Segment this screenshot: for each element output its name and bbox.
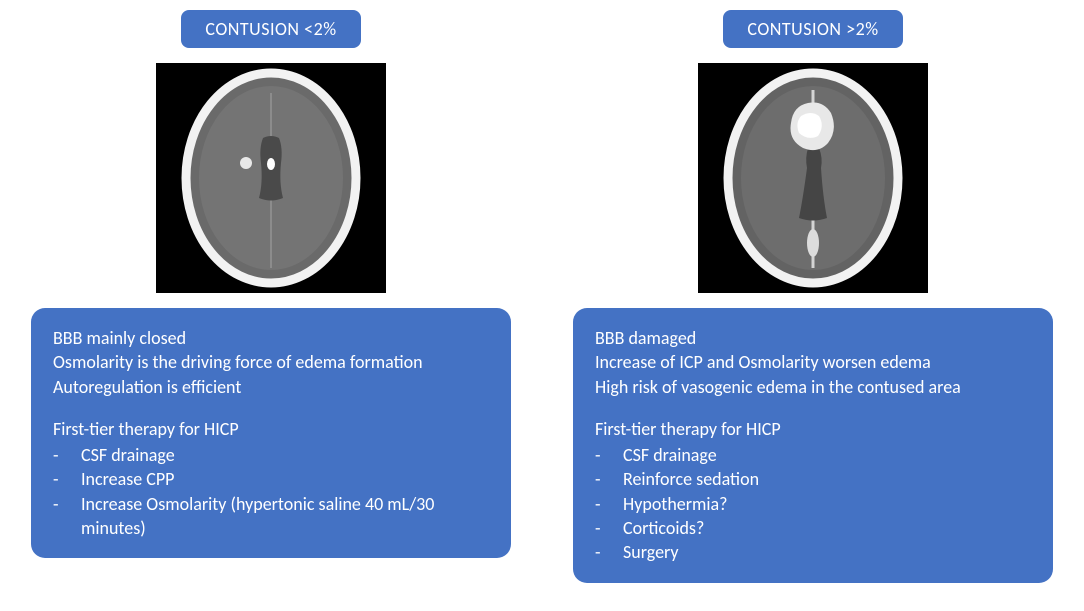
therapy-item: -Corticoids? (595, 516, 1031, 540)
main-container: CONTUSION <2% BBB mainly closed Osmola (0, 0, 1084, 593)
therapy-item: -CSF drainage (595, 443, 1031, 467)
therapy-text: Hypothermia? (623, 492, 728, 516)
therapy-item: -Hypothermia? (595, 492, 1031, 516)
left-column: CONTUSION <2% BBB mainly closed Osmola (20, 10, 522, 583)
intro-line: Autoregulation is efficient (53, 375, 489, 399)
therapy-text: Surgery (623, 540, 679, 564)
therapy-text: Increase Osmolarity (hypertonic saline 4… (81, 492, 489, 541)
brain-scan-left-icon (171, 68, 371, 288)
right-therapy-list: -CSF drainage -Reinforce sedation -Hypot… (595, 443, 1031, 564)
right-header: CONTUSION >2% (723, 10, 902, 48)
intro-line: Osmolarity is the driving force of edema… (53, 350, 489, 374)
left-header: CONTUSION <2% (181, 10, 360, 48)
left-therapy-title: First-tier therapy for HICP (53, 417, 489, 441)
left-ct-scan (156, 63, 386, 293)
right-intro: BBB damaged Increase of ICP and Osmolari… (595, 326, 1031, 399)
left-therapy-list: -CSF drainage -Increase CPP -Increase Os… (53, 443, 489, 540)
therapy-item: -Increase CPP (53, 467, 489, 491)
right-column: CONTUSION >2% BBB damaged Inc (562, 10, 1064, 583)
therapy-item: -Reinforce sedation (595, 467, 1031, 491)
therapy-item: -Increase Osmolarity (hypertonic saline … (53, 492, 489, 541)
left-intro: BBB mainly closed Osmolarity is the driv… (53, 326, 489, 399)
therapy-text: Increase CPP (81, 467, 174, 491)
therapy-text: CSF drainage (81, 443, 175, 467)
intro-line: Increase of ICP and Osmolarity worsen ed… (595, 350, 1031, 374)
therapy-text: Corticoids? (623, 516, 704, 540)
therapy-item: -CSF drainage (53, 443, 489, 467)
right-info-box: BBB damaged Increase of ICP and Osmolari… (573, 308, 1053, 583)
right-therapy-title: First-tier therapy for HICP (595, 417, 1031, 441)
brain-scan-right-icon (713, 68, 913, 288)
right-ct-scan (698, 63, 928, 293)
intro-line: High risk of vasogenic edema in the cont… (595, 375, 1031, 399)
therapy-text: CSF drainage (623, 443, 717, 467)
intro-line: BBB mainly closed (53, 326, 489, 350)
left-info-box: BBB mainly closed Osmolarity is the driv… (31, 308, 511, 558)
intro-line: BBB damaged (595, 326, 1031, 350)
therapy-item: -Surgery (595, 540, 1031, 564)
therapy-text: Reinforce sedation (623, 467, 759, 491)
